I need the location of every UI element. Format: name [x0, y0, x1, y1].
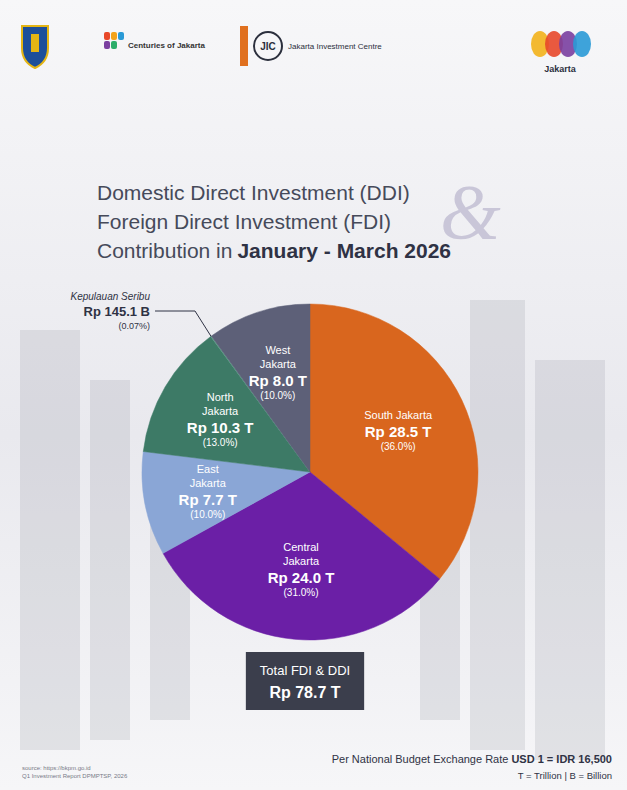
logo-text: Jakarta	[544, 64, 577, 74]
footer-rate-prefix: Per National Budget Exchange Rate	[332, 753, 509, 765]
slice-label: West	[265, 344, 290, 356]
total-rect	[246, 652, 364, 710]
leader-line	[155, 311, 211, 336]
slice-label: Jakarta	[283, 555, 320, 567]
data-label: (36.0%)	[381, 441, 416, 452]
title: Foreign Direct Investment (FDI)	[97, 210, 391, 233]
slice-amount: Rp 7.7 T	[179, 491, 237, 508]
slice-label: Jakarta	[260, 358, 297, 370]
centuries-logo-part	[118, 32, 124, 40]
footer-units: T = Trillion | B = Billion	[518, 770, 612, 781]
pie	[142, 304, 478, 640]
slice-label: Jakarta	[202, 405, 239, 417]
slice-label: East	[197, 463, 219, 475]
pie-labels: South Jakarta Rp 28.5 T(36.0%) Central Jaka…	[70, 291, 432, 598]
header: Centuries of Jakarta JIC Jakarta Investmen…	[22, 26, 591, 74]
data-label: (13.0%)	[203, 437, 238, 448]
logo-text: Centuries of Jakarta	[128, 41, 205, 50]
slice-amount: Rp 28.5 T	[365, 423, 432, 440]
slice-label: Kepulauan Seribu	[70, 291, 150, 302]
slice-amount: Rp 10.3 T	[187, 419, 254, 436]
building	[20, 330, 80, 750]
centuries-logo-part	[111, 32, 117, 40]
footer-source: Q1 Investment Report DPMPTSP, 2026	[22, 773, 128, 779]
data-label: (31.0%)	[284, 587, 319, 598]
data-label: (10.0%)	[260, 390, 295, 401]
title: Domestic Direct Investment (DDI)	[97, 181, 410, 204]
shield-logo	[22, 26, 48, 68]
jic-logo	[254, 32, 282, 60]
data-label: (10.0%)	[190, 509, 225, 520]
slice-label: South Jakarta	[364, 409, 433, 421]
footer-rate: USD 1 = IDR 16,500	[511, 753, 612, 765]
title-period: January - March 2026	[237, 239, 451, 262]
slice-label: Jakarta	[190, 477, 227, 489]
orange-logo	[240, 26, 248, 66]
slice-amount: Rp 145.1 B	[84, 304, 150, 319]
logo-text: Jakarta Investment Centre	[288, 42, 382, 51]
building	[535, 360, 605, 760]
background	[0, 0, 627, 790]
total-box: Total FDI & DDI Rp 78.7 T	[246, 652, 364, 710]
data-label: (0.07%)	[118, 321, 150, 331]
centuries-logo-part	[104, 41, 110, 49]
slice-label: North	[207, 391, 234, 403]
pie-slice	[163, 472, 440, 640]
page: Centuries of Jakarta JIC Jakarta Investmen…	[0, 0, 627, 790]
total-label: Total FDI & DDI	[260, 663, 350, 678]
footer-source: source: https://bkpm.go.id	[22, 765, 91, 771]
title: Contribution in	[97, 239, 232, 262]
logo-text: JIC	[260, 41, 276, 52]
slice-amount: Rp 8.0 T	[249, 372, 307, 389]
total-value: Rp 78.7 T	[269, 684, 340, 701]
slice-amount: Rp 24.0 T	[268, 569, 335, 586]
shield-monument	[31, 34, 39, 52]
jakarta-logo-part	[573, 31, 591, 57]
building	[90, 380, 130, 740]
centuries-logo-part	[111, 41, 117, 49]
centuries-logo-part	[104, 32, 110, 40]
building	[470, 300, 525, 750]
city-silhouette	[20, 300, 605, 760]
slice-label: Central	[283, 541, 318, 553]
